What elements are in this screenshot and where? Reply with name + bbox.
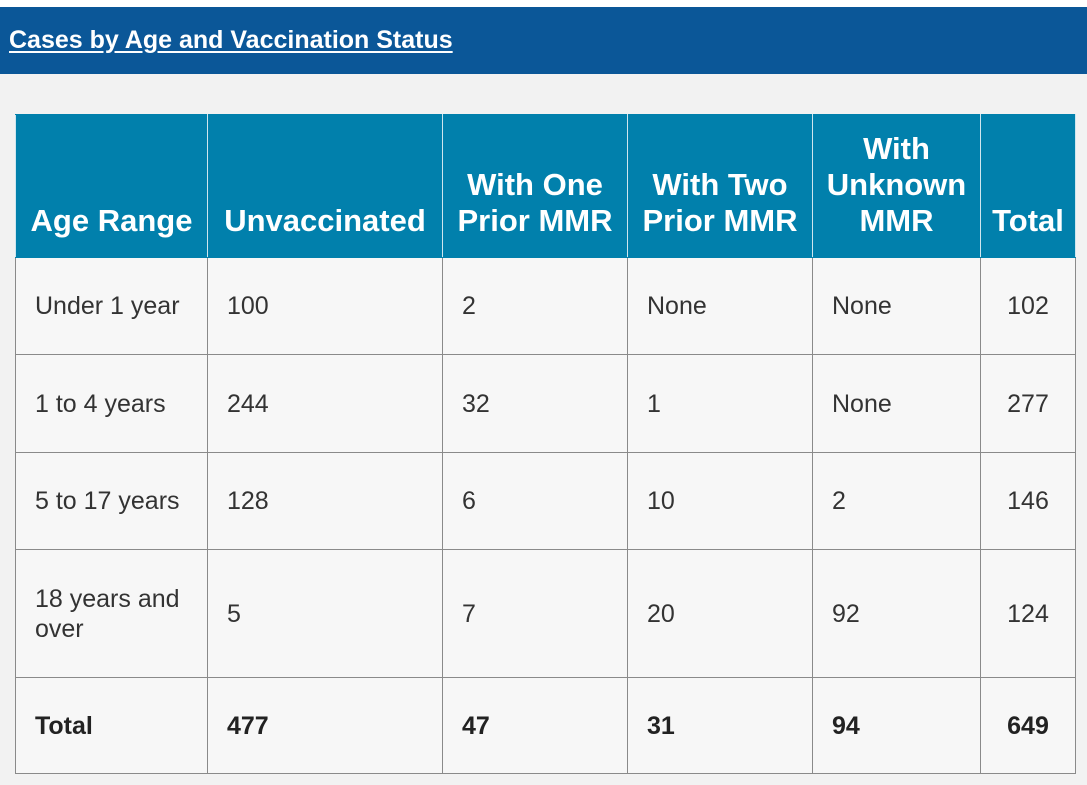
cell-unvaccinated: 128 — [207, 452, 443, 550]
cell-total-unknown-mmr: 94 — [812, 677, 981, 774]
cell-total-unvaccinated: 477 — [207, 677, 443, 774]
cell-unvaccinated: 5 — [207, 549, 443, 678]
cell-unvaccinated: 100 — [207, 257, 443, 355]
cell-grand-total: 649 — [980, 677, 1076, 774]
table-header-row: Age Range Unvaccinated With One Prior MM… — [15, 114, 1076, 258]
cell-total: 146 — [980, 452, 1076, 550]
column-header-total: Total — [980, 114, 1076, 258]
cell-unknown-mmr: 2 — [812, 452, 981, 550]
cell-two-prior-mmr: 20 — [627, 549, 813, 678]
table-row: 1 to 4 years 244 32 1 None 277 — [15, 354, 1076, 453]
cell-total: 277 — [980, 354, 1076, 453]
cell-two-prior-mmr: None — [627, 257, 813, 355]
cell-total-two-prior-mmr: 31 — [627, 677, 813, 774]
section-title-link[interactable]: Cases by Age and Vaccination Status — [9, 26, 453, 54]
cell-total-label: Total — [15, 677, 208, 774]
cell-unvaccinated: 244 — [207, 354, 443, 453]
column-header-unvaccinated: Unvaccinated — [207, 114, 443, 258]
table-row: 18 years and over 5 7 20 92 124 — [15, 549, 1076, 678]
cell-age-range: 1 to 4 years — [15, 354, 208, 453]
column-header-two-prior-mmr: With Two Prior MMR — [627, 114, 813, 258]
cell-two-prior-mmr: 1 — [627, 354, 813, 453]
cell-one-prior-mmr: 32 — [442, 354, 628, 453]
cell-two-prior-mmr: 10 — [627, 452, 813, 550]
cell-unknown-mmr: None — [812, 257, 981, 355]
cell-age-range: 5 to 17 years — [15, 452, 208, 550]
table-row: 5 to 17 years 128 6 10 2 146 — [15, 452, 1076, 550]
column-header-one-prior-mmr: With One Prior MMR — [442, 114, 628, 258]
cases-table-container: Age Range Unvaccinated With One Prior MM… — [15, 114, 1076, 774]
table-row: Under 1 year 100 2 None None 102 — [15, 257, 1076, 355]
cell-one-prior-mmr: 6 — [442, 452, 628, 550]
cases-table: Age Range Unvaccinated With One Prior MM… — [15, 114, 1076, 774]
section-header: Cases by Age and Vaccination Status — [0, 7, 1087, 74]
cell-total: 102 — [980, 257, 1076, 355]
cell-total: 124 — [980, 549, 1076, 678]
cell-age-range: Under 1 year — [15, 257, 208, 355]
top-strip — [0, 0, 1087, 7]
cell-one-prior-mmr: 7 — [442, 549, 628, 678]
cell-unknown-mmr: 92 — [812, 549, 981, 678]
cell-age-range: 18 years and over — [15, 549, 208, 678]
table-total-row: Total 477 47 31 94 649 — [15, 677, 1076, 774]
column-header-age-range: Age Range — [15, 114, 208, 258]
cell-total-one-prior-mmr: 47 — [442, 677, 628, 774]
cell-unknown-mmr: None — [812, 354, 981, 453]
cell-one-prior-mmr: 2 — [442, 257, 628, 355]
column-header-unknown-mmr: With Unknown MMR — [812, 114, 981, 258]
